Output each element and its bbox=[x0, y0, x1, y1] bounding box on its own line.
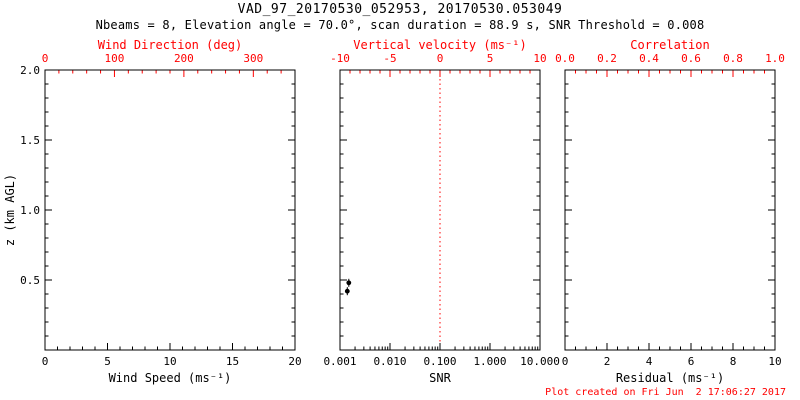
axis-text: 0.0 bbox=[555, 52, 575, 65]
wind-panel: 0 5 10 15 20 Wind Speed (ms⁻¹) 0 100 200 300Wind … bbox=[3, 38, 302, 385]
axis-text: 0 bbox=[562, 355, 569, 368]
axis-text: Correlation bbox=[630, 38, 709, 52]
axis-text: 100 bbox=[105, 52, 125, 65]
axis-text: 4 bbox=[646, 355, 653, 368]
panel-frame bbox=[44, 69, 296, 351]
axis-text: 10 bbox=[768, 355, 781, 368]
y-axis-title: z (km AGL) bbox=[3, 174, 17, 246]
axis-text: 0 bbox=[437, 52, 444, 65]
axis-text: 300 bbox=[243, 52, 263, 65]
axis-text: 0.6 bbox=[681, 52, 701, 65]
axis-text: 0.4 bbox=[639, 52, 659, 65]
panel-frame bbox=[564, 69, 776, 351]
axis-text: 0 bbox=[42, 52, 49, 65]
axis-text: 6 bbox=[688, 355, 695, 368]
axis-text: 0.2 bbox=[597, 52, 617, 65]
plot-title: VAD_97_20170530_052953, 20170530.053049 bbox=[237, 2, 563, 17]
axis-text: 0.001 bbox=[323, 355, 356, 368]
plot-subtitle: Nbeams = 8, Elevation angle = 70.0°, sca… bbox=[95, 18, 705, 32]
axis-text: 5 bbox=[487, 52, 494, 65]
axis-text: Residual (ms⁻¹) bbox=[616, 371, 724, 385]
axis-text: Wind Speed (ms⁻¹) bbox=[109, 371, 232, 385]
axis-text: 10 bbox=[163, 355, 176, 368]
axis-text: Vertical velocity (ms⁻¹) bbox=[353, 38, 526, 52]
axis-text: 1.0 bbox=[20, 204, 40, 217]
axis-text: -5 bbox=[383, 52, 396, 65]
data-point bbox=[346, 280, 352, 286]
axis-text: 2 bbox=[604, 355, 611, 368]
axis-text: 5 bbox=[104, 355, 111, 368]
axis-text: Wind Direction (deg) bbox=[98, 38, 243, 52]
axis-text: 15 bbox=[226, 355, 239, 368]
axis-text: 0.100 bbox=[423, 355, 456, 368]
axis-text: 0.010 bbox=[373, 355, 406, 368]
axis-text: 0.8 bbox=[723, 52, 743, 65]
snr-panel: 0.001 0.010 0.100 1.000 10.000 SNR -10 -5 0 5 10 Ve… bbox=[323, 38, 559, 385]
axis-text: 8 bbox=[730, 355, 737, 368]
axis-text: 1.0 bbox=[765, 52, 785, 65]
axis-text: -10 bbox=[330, 52, 350, 65]
axis-text: 200 bbox=[174, 52, 194, 65]
axis-text: 10.000 bbox=[520, 355, 560, 368]
axis-text: 1.000 bbox=[473, 355, 506, 368]
data-point bbox=[344, 288, 350, 294]
residual-panel: 0 2 4 6 8 10 Residual (ms⁻¹) 0.0 0.2 0.4 0.6 0.8 1.0… bbox=[555, 38, 785, 385]
axis-text: 20 bbox=[288, 355, 301, 368]
axis-text: 0.5 bbox=[20, 274, 40, 287]
panel-frame bbox=[339, 69, 541, 351]
creation-timestamp: Plot created on Fri Jun 2 17:06:27 2017 bbox=[545, 387, 786, 398]
axis-text: SNR bbox=[429, 371, 451, 385]
axis-text: 1.5 bbox=[20, 134, 40, 147]
axis-text: 10 bbox=[533, 52, 546, 65]
axis-text: 2.0 bbox=[20, 64, 40, 77]
axis-text: 0 bbox=[42, 355, 49, 368]
